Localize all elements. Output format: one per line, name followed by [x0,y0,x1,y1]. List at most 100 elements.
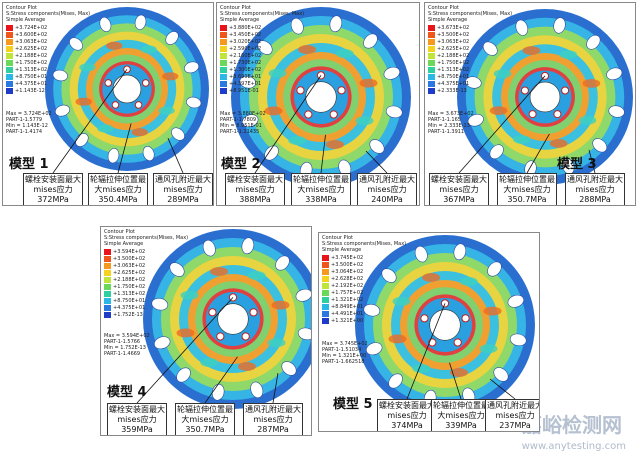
vent-hole [467,113,484,127]
model-label: 模型 1 [9,157,49,172]
stats-line: Max = 3.594E+02 [104,333,150,339]
bolt-hole [553,110,562,119]
vent-hole [202,239,216,257]
plot-header: Contour Plot S:Stress components(Mises, M… [322,235,406,253]
legend-label: +8.750E+01 [15,73,48,80]
bolt-hole [440,299,450,308]
legend-swatch [220,73,227,80]
vent-hole [608,105,625,118]
legend-swatch [322,282,329,289]
header-line: Simple Average [220,17,260,23]
legend-swatch [428,45,435,52]
center-bore [217,303,249,335]
legend-row: +3.063E+02 [6,38,47,45]
vent-hole [281,361,297,376]
legend-row: +2.188E+02 [428,52,469,59]
legend-row: +1.313E+02 [428,66,469,73]
legend-swatch [220,87,227,94]
stress-spot [449,367,468,377]
bolt-hole [111,101,120,109]
stress-spot [158,106,175,115]
legend-row: +1.143E-12 [6,87,47,94]
legend-label: +2.333E-13 [437,87,467,94]
legend-label: +3.600E+02 [15,31,48,38]
callout-box: 轮辐拉伸位置最大mises应力350.4MPa [88,173,148,205]
legend-swatch [6,38,13,45]
header-line: S:Stress components(Mises, Max) [428,11,513,17]
legend-row: +4.397E+01 [220,80,261,87]
stress-spot [237,361,256,371]
vent-hole [241,237,255,255]
leader-line [167,138,184,174]
vent-hole [264,145,279,161]
stress-spot [549,139,568,148]
legend-row: +2.625E+02 [428,45,469,52]
legend-label: +3.064E+02 [331,268,364,275]
legend-swatch [220,24,227,31]
legend-label: +4.491E+01 [331,310,364,317]
vent-hole [153,336,171,350]
legend-swatch [104,283,111,290]
legend-swatch [428,52,435,59]
legend-swatch [104,297,111,304]
legend-row: +4.375E+01 [104,304,145,311]
vent-hole [385,105,403,119]
legend-swatch [104,276,111,283]
legend-label: +1.750E+02 [437,59,470,66]
legend-swatch [6,24,13,31]
plot-stats: Max = 3.673E+02 PART-1-1.165 Min = 2.333E-… [428,111,474,135]
legend-label: +1.313E+02 [15,66,48,73]
vent-hole [165,31,179,45]
legend-row: +1.321E+02 [322,296,363,303]
legend-row: +3.063E+02 [428,38,469,45]
legend-swatch [428,66,435,73]
legend-row: +2.333E-13 [428,87,469,94]
stress-spot [267,338,286,348]
stats-line: PART-1-1.4174 [6,129,43,135]
header-line: Contour Plot [104,229,135,235]
legend-row: +8.849E+01 [322,303,363,310]
vent-hole [465,76,482,89]
legend-swatch [322,317,329,324]
bolt-hole [461,314,470,323]
legend-swatch [6,66,13,73]
header-line: Simple Average [6,17,46,23]
leader-line [52,69,128,174]
legend-swatch [322,261,329,268]
legend-row: +8.750E+01 [104,297,145,304]
watermark-site: www.anytesting.com [521,441,626,452]
vent-hole [414,245,428,263]
header-line: Contour Plot [6,5,37,11]
legend-row: +3.020E+02 [220,38,261,45]
vent-hole [134,14,147,30]
vent-hole [184,61,200,74]
vent-hole [169,262,185,277]
vent-hole [553,17,566,34]
vent-hole [383,66,401,80]
stats-line: PART-1-1.662518 [322,359,365,365]
legend-row: +1.300E+02 [220,66,261,73]
legend-row: +1.750E+02 [6,59,47,66]
vent-hole [329,15,343,33]
stats-line: Max = 3.724E+02 [6,111,52,117]
legend-swatch [322,310,329,317]
stress-spot [335,49,354,59]
legend-row: +3.500E+02 [104,255,145,262]
legend-label: +3.745E+02 [331,254,364,261]
stress-spot [180,290,199,300]
bolt-hole [304,110,313,119]
legend-label: +4.375E+01 [437,80,470,87]
legend-swatch [220,52,227,59]
stress-spot [512,135,531,144]
legend-swatch [104,290,111,297]
vent-hole [171,127,185,141]
leader-line [365,150,388,174]
stats-line: Min = 1.321E+00 [322,353,367,359]
header-line: Contour Plot [220,5,251,11]
plot-stats: Max = 3.880E+02 PART-1-1.7809 Min = 8.951E… [220,111,266,135]
legend-row: +3.724E+02 [6,24,47,31]
vent-hole [482,41,498,56]
stats-line: Min = 8.951E-01 [220,123,262,129]
legend-row: +2.188E+02 [104,276,145,283]
vent-hole [295,288,311,302]
